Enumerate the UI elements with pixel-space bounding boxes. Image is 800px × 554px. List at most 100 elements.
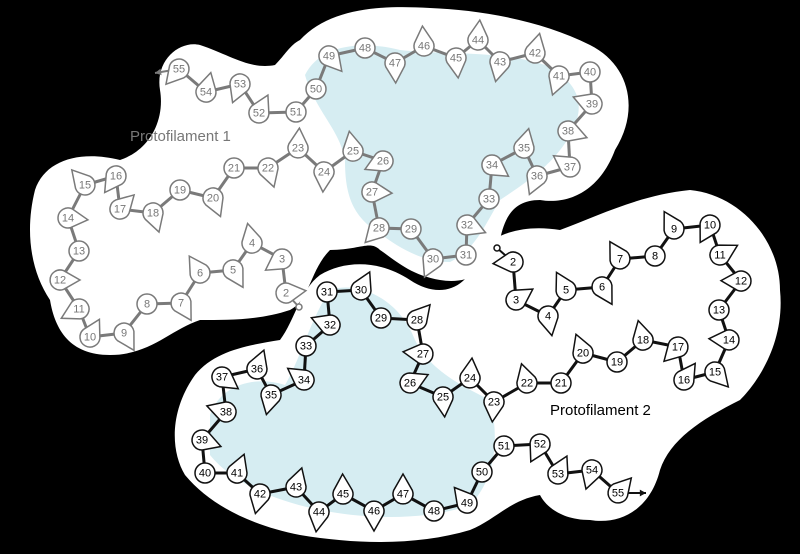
residue-pear-shape [260,384,282,416]
residue-pear-shape [59,298,90,320]
pf2-residue-39: 39 [191,429,223,451]
residue-circle-shape [194,462,216,484]
pf1-residue-17: 17 [109,193,136,220]
residue-pear-shape [483,391,505,424]
pf2-residue-4: 4 [537,305,559,338]
residue-number: 37 [564,162,576,174]
pf1-residue-51: 51 [285,101,307,123]
residue-pear-shape [552,154,581,178]
residue-number: 5 [563,285,569,297]
residue-number: 2 [283,288,289,300]
residue-pear-shape [308,501,330,534]
residue-pear-shape [513,127,535,159]
residue-pear-shape [401,343,434,365]
residue-number: 18 [637,335,649,347]
pf2-residue-34: 34 [286,367,315,391]
residue-number: 15 [79,180,91,192]
residue-number: 16 [110,171,122,183]
residue-number: 19 [174,185,186,197]
pf1-residue-24: 24 [313,161,335,194]
residue-number: 36 [251,364,263,376]
residue-number: 36 [531,171,543,183]
residue-pear-shape [709,244,739,266]
residue-pear-shape [79,318,101,348]
residue-pear-shape [211,366,240,390]
residue-pear-shape [491,251,524,273]
pf1-residue-14: 14 [57,207,90,229]
residue-circle-shape [400,218,422,240]
residue-number: 54 [200,87,212,99]
residue-circle-shape [550,372,572,394]
pf1-residue-42: 42 [524,32,546,64]
residue-number: 14 [62,213,74,225]
residue-pear-shape [516,362,538,394]
residue-pear-shape [229,73,251,105]
residue-number: 39 [196,435,208,447]
residue-number: 39 [586,99,598,111]
residue-pear-shape [285,466,307,498]
pf2-residue-8: 8 [644,245,666,267]
residue-number: 12 [54,275,66,287]
pf2-residue-42: 42 [249,483,271,515]
residue-pear-shape [309,314,341,336]
residue-pear-shape [318,45,343,73]
residue-pear-shape [205,401,237,423]
pf1-residue-41: 41 [548,65,570,97]
pf1-residue-16: 16 [103,165,127,194]
residue-pear-shape [719,270,752,292]
pf1-residue-50: 50 [305,78,327,100]
residue-number: 20 [207,193,219,205]
pf2-residue-36: 36 [246,348,268,380]
residue-number: 30 [427,254,439,266]
pf1-residue-19: 19 [169,179,191,201]
residue-number: 4 [249,238,255,250]
pf2-residue-54: 54 [581,459,603,491]
residue-number: 8 [652,251,658,263]
residue-pear-shape [537,305,559,338]
pf2-residue-25: 25 [432,386,454,419]
pf1-residue-33: 33 [478,188,500,210]
pf1-residue-34: 34 [481,154,510,178]
pf1-residue-22: 22 [257,157,279,189]
residue-number: 13 [713,305,725,317]
residue-number: 42 [254,489,266,501]
residue-number: 31 [321,287,333,299]
residue-number: 17 [114,204,126,216]
residue-circle-shape [285,101,307,123]
residue-pear-shape [241,222,263,254]
pf2-residue-17: 17 [662,336,689,363]
residue-circle-shape [606,351,628,373]
pf1-residue-9: 9 [113,322,135,352]
pf2-residue-14: 14 [707,329,740,351]
residue-number: 29 [405,224,417,236]
protofilament-2-core-region [210,287,495,517]
pf1-c-terminus-arrowhead [155,68,162,76]
pf1-residue-10: 10 [79,318,101,348]
residue-number: 14 [723,335,735,347]
pf1-residue-39: 39 [571,93,603,115]
residue-number: 43 [290,482,302,494]
residue-circle-shape [136,293,158,315]
pf2-residue-26: 26 [399,372,430,394]
pf2-residue-29: 29 [370,307,392,329]
residue-number: 26 [404,378,416,390]
residue-number: 51 [498,441,510,453]
residue-pear-shape [505,288,535,311]
residue-number: 21 [555,378,567,390]
pf2-residue-44: 44 [308,501,330,534]
pf2-residue-37: 37 [211,366,240,390]
residue-number: 4 [545,311,551,323]
residue-pear-shape [489,51,511,83]
pf1-residue-28: 28 [364,217,390,244]
protofilament-1-label: Protofilament 1 [130,128,231,145]
residue-number: 22 [521,378,533,390]
residue-number: 47 [397,489,409,501]
residue-pear-shape [313,161,335,194]
residue-circle-shape [223,157,245,179]
pf2-residue-46: 46 [363,500,385,533]
residue-circle-shape [478,188,500,210]
residue-pear-shape [557,120,589,142]
pf1-residue-26: 26 [363,150,394,172]
pf1-residue-4: 4 [241,222,263,254]
pf2-residue-10: 10 [699,214,721,244]
